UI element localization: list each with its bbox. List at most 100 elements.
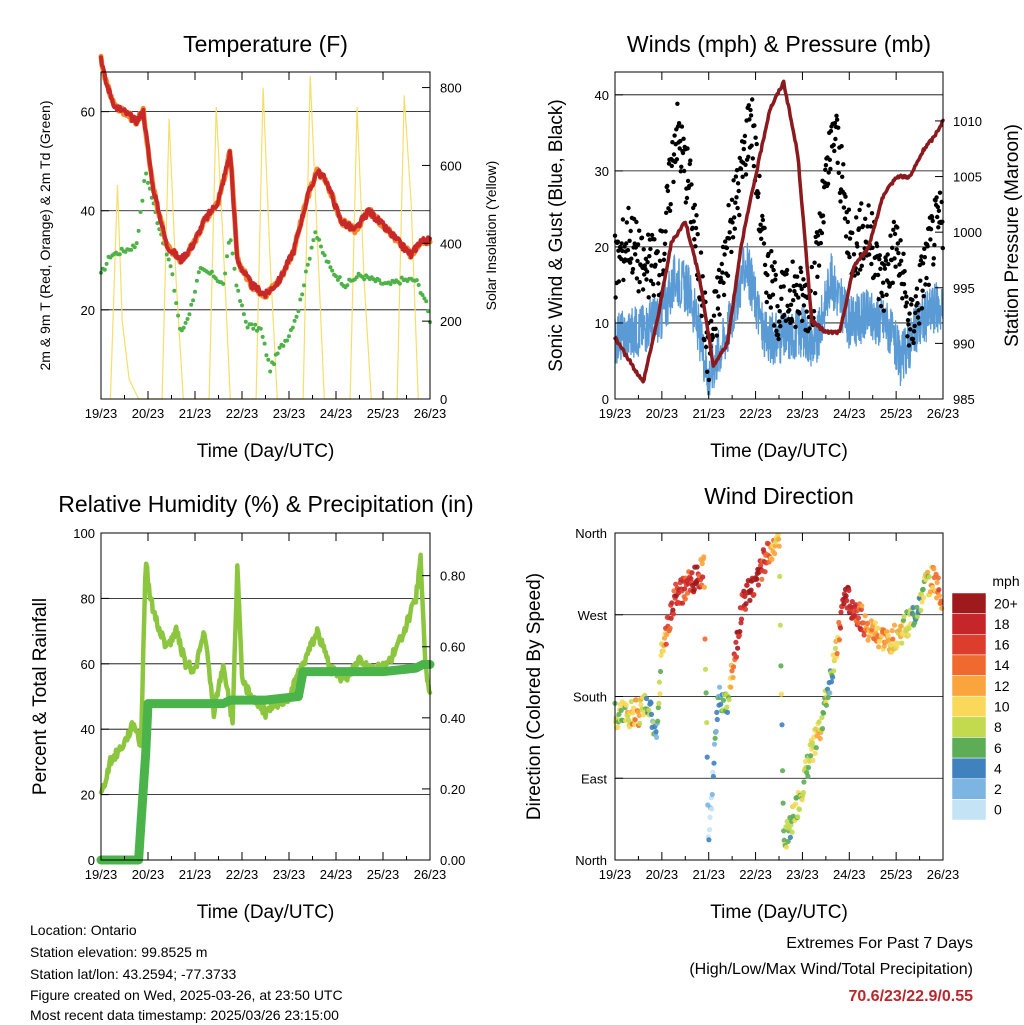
gust-point (916, 308, 921, 313)
gust-point (934, 195, 939, 200)
gust-point (815, 233, 821, 238)
direction-y-tick-label: North (575, 853, 607, 868)
gust-point (902, 290, 908, 295)
direction-point (657, 668, 664, 675)
dewpoint-point (134, 241, 139, 246)
gust-point (625, 247, 631, 253)
gust-point (784, 267, 790, 273)
direction-point (669, 600, 675, 606)
gust-point (627, 238, 632, 243)
gust-point (716, 294, 721, 299)
gust-point (768, 305, 773, 310)
gust-point (839, 144, 844, 149)
colorbar-swatch (951, 737, 987, 759)
gust-point (792, 289, 797, 294)
gust-point (694, 213, 699, 218)
gust-point (668, 202, 673, 207)
gust-point (624, 220, 629, 225)
dewpoint-point (129, 247, 134, 252)
gust-point (729, 249, 734, 255)
dewpoint-point (300, 292, 305, 297)
gust-point (800, 318, 805, 323)
winds-x-tick-label: 20/23 (646, 406, 679, 421)
direction-point (731, 664, 737, 670)
gust-point (909, 302, 914, 307)
dewpoint-point (302, 283, 306, 288)
extremes-values: 70.6/23/22.9/0.55 (848, 988, 973, 1005)
gust-point (641, 247, 646, 252)
direction-point (823, 702, 830, 708)
gust-point (734, 168, 740, 173)
gust-point (774, 328, 779, 334)
direction-point (936, 593, 943, 599)
gust-point (868, 224, 873, 229)
direction-point (714, 709, 720, 716)
gust-point (725, 273, 731, 278)
gust-point (776, 336, 781, 342)
direction-point (778, 663, 784, 669)
gust-point (635, 258, 640, 264)
gust-point (831, 142, 836, 148)
gust-point (751, 163, 757, 169)
gust-point (835, 160, 840, 165)
gust-point (836, 170, 841, 175)
dewpoint-point (174, 301, 179, 306)
gust-point (784, 271, 789, 277)
gust-point (896, 250, 901, 256)
gust-point (773, 272, 778, 278)
gust-point (679, 164, 684, 169)
dewpoint-point (275, 351, 280, 356)
gust-point (760, 213, 765, 219)
gust-point (621, 277, 626, 283)
gust-point (684, 195, 690, 201)
gust-point (726, 236, 732, 241)
dewpoint-point (225, 254, 229, 259)
gust-point (897, 262, 902, 267)
gust-point (716, 267, 722, 273)
direction-point (733, 639, 739, 645)
gust-point (878, 303, 884, 309)
gust-point (748, 107, 753, 113)
direction-point (801, 779, 807, 785)
winds-right-y-tick-label: 1010 (953, 114, 982, 129)
gust-point (740, 174, 745, 179)
extremes-subtitle: (High/Low/Max Wind/Total Precipitation) (689, 961, 973, 978)
dewpoint-point (234, 283, 239, 288)
gust-point (775, 332, 781, 338)
direction-point (898, 623, 904, 629)
temperature-right-y-tick-label: 600 (440, 158, 462, 173)
gust-point (894, 247, 899, 252)
direction-point (668, 615, 674, 621)
gust-point (785, 303, 790, 308)
direction-point (836, 637, 843, 643)
direction-point (660, 648, 667, 654)
gust-point (646, 295, 651, 300)
direction-point (803, 758, 809, 765)
colorbar-swatch (951, 695, 987, 718)
dewpoint-point (262, 341, 267, 346)
dewpoint-point (102, 267, 107, 272)
dewpoint-point (258, 326, 263, 331)
gust-point (877, 253, 882, 258)
dewpoint-point (397, 281, 402, 286)
direction-point (816, 719, 822, 725)
gust-point (782, 312, 787, 318)
gust-point (742, 140, 747, 145)
direction-point (741, 588, 747, 594)
gust-point (882, 262, 887, 268)
gust-point (735, 181, 741, 186)
gust-point (633, 252, 638, 257)
colorbar-swatch (951, 613, 987, 635)
gust-point (639, 235, 645, 240)
gust-point (773, 277, 778, 282)
gust-point (733, 174, 739, 179)
gust-point (778, 324, 783, 329)
dewpoint-point (296, 309, 301, 314)
gust-point (731, 178, 736, 183)
colorbar-label: 8 (994, 719, 1002, 735)
gust-point (834, 113, 839, 119)
temperature-x-tick-label: 20/23 (132, 406, 165, 421)
gust-point (850, 230, 855, 236)
gust-point (804, 309, 809, 314)
direction-x-tick-label: 21/23 (692, 867, 725, 882)
